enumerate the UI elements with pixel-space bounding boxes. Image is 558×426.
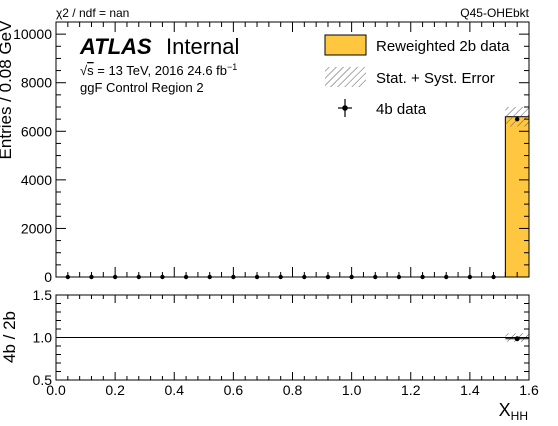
atlas-label: ATLAS Internal √s = 13 TeV, 2016 24.6 fb… xyxy=(79,34,239,95)
point-4b xyxy=(514,116,520,122)
atlas-experiment: ATLAS xyxy=(79,34,152,59)
main-axes: 0 2000 4000 6000 8000 10000 xyxy=(13,21,530,285)
ratio-x-tick-label: 0.6 xyxy=(224,382,244,398)
ratio-point xyxy=(514,336,520,342)
ratio-axes: 0.0 0.2 0.4 0.6 0.8 1.0 1.2 1.4 1.6 0.5 1.0 1.5 xyxy=(33,287,539,398)
main-y-tick-label: 0 xyxy=(44,269,52,285)
legend-swatch-error xyxy=(325,67,366,87)
ratio-x-tick-label: 0.4 xyxy=(165,382,185,398)
ratio-y-tick-label: 0.5 xyxy=(33,372,53,388)
main-ylabel: Entries / 0.08 GeV xyxy=(0,20,15,160)
main-y-tick-label: 4000 xyxy=(21,172,52,188)
x-axis-label: XHH xyxy=(499,400,528,423)
legend-label-4b: 4b data xyxy=(376,101,427,118)
ratio-x-tick-label: 1.6 xyxy=(519,382,539,398)
legend: Reweighted 2b data Stat. + Syst. Error 4… xyxy=(324,34,510,118)
ratio-x-tick-label: 1.0 xyxy=(342,382,362,398)
ratio-y-tick-label: 1.0 xyxy=(33,330,53,346)
main-y-tick-label: 2000 xyxy=(21,220,52,236)
ratio-x-tick-label: 0.0 xyxy=(46,382,66,398)
legend-label-error: Stat. + Syst. Error xyxy=(376,70,495,87)
main-y-tick-label: 8000 xyxy=(21,75,52,91)
ratio-x-tick-label: 1.4 xyxy=(460,382,480,398)
chi2-label: χ2 / ndf = nan xyxy=(56,6,129,20)
main-panel: 0 2000 4000 6000 8000 10000 xyxy=(13,21,530,285)
main-points xyxy=(65,116,520,280)
bar-2b-error xyxy=(505,107,529,127)
atlas-energy: √s = 13 TeV, 2016 24.6 fb−1 xyxy=(80,62,237,78)
ratio-x-tick-label: 1.2 xyxy=(401,382,421,398)
main-frame xyxy=(55,21,530,278)
ratio-y-tick-label: 1.5 xyxy=(33,287,53,303)
main-y-tick-label: 10000 xyxy=(13,26,52,42)
atlas-status: Internal xyxy=(166,34,239,59)
ratio-x-tick-label: 0.2 xyxy=(105,382,125,398)
ratio-x-tick-label: 0.8 xyxy=(283,382,303,398)
legend-label-2b: Reweighted 2b data xyxy=(376,38,510,55)
ratio-points xyxy=(505,336,529,342)
main-y-tick-label: 6000 xyxy=(21,123,52,139)
legend-marker-4b xyxy=(338,99,352,117)
plot-tag: Q45-OHEbkt xyxy=(460,6,529,20)
ratio-panel: 0.0 0.2 0.4 0.6 0.8 1.0 1.2 1.4 1.6 0.5 1.0 1.5 xyxy=(33,287,539,398)
legend-swatch-2b xyxy=(324,34,367,56)
ratio-frame xyxy=(55,294,530,381)
ratio-ylabel: 4b / 2b xyxy=(0,311,19,363)
region-label: ggF Control Region 2 xyxy=(80,80,204,95)
